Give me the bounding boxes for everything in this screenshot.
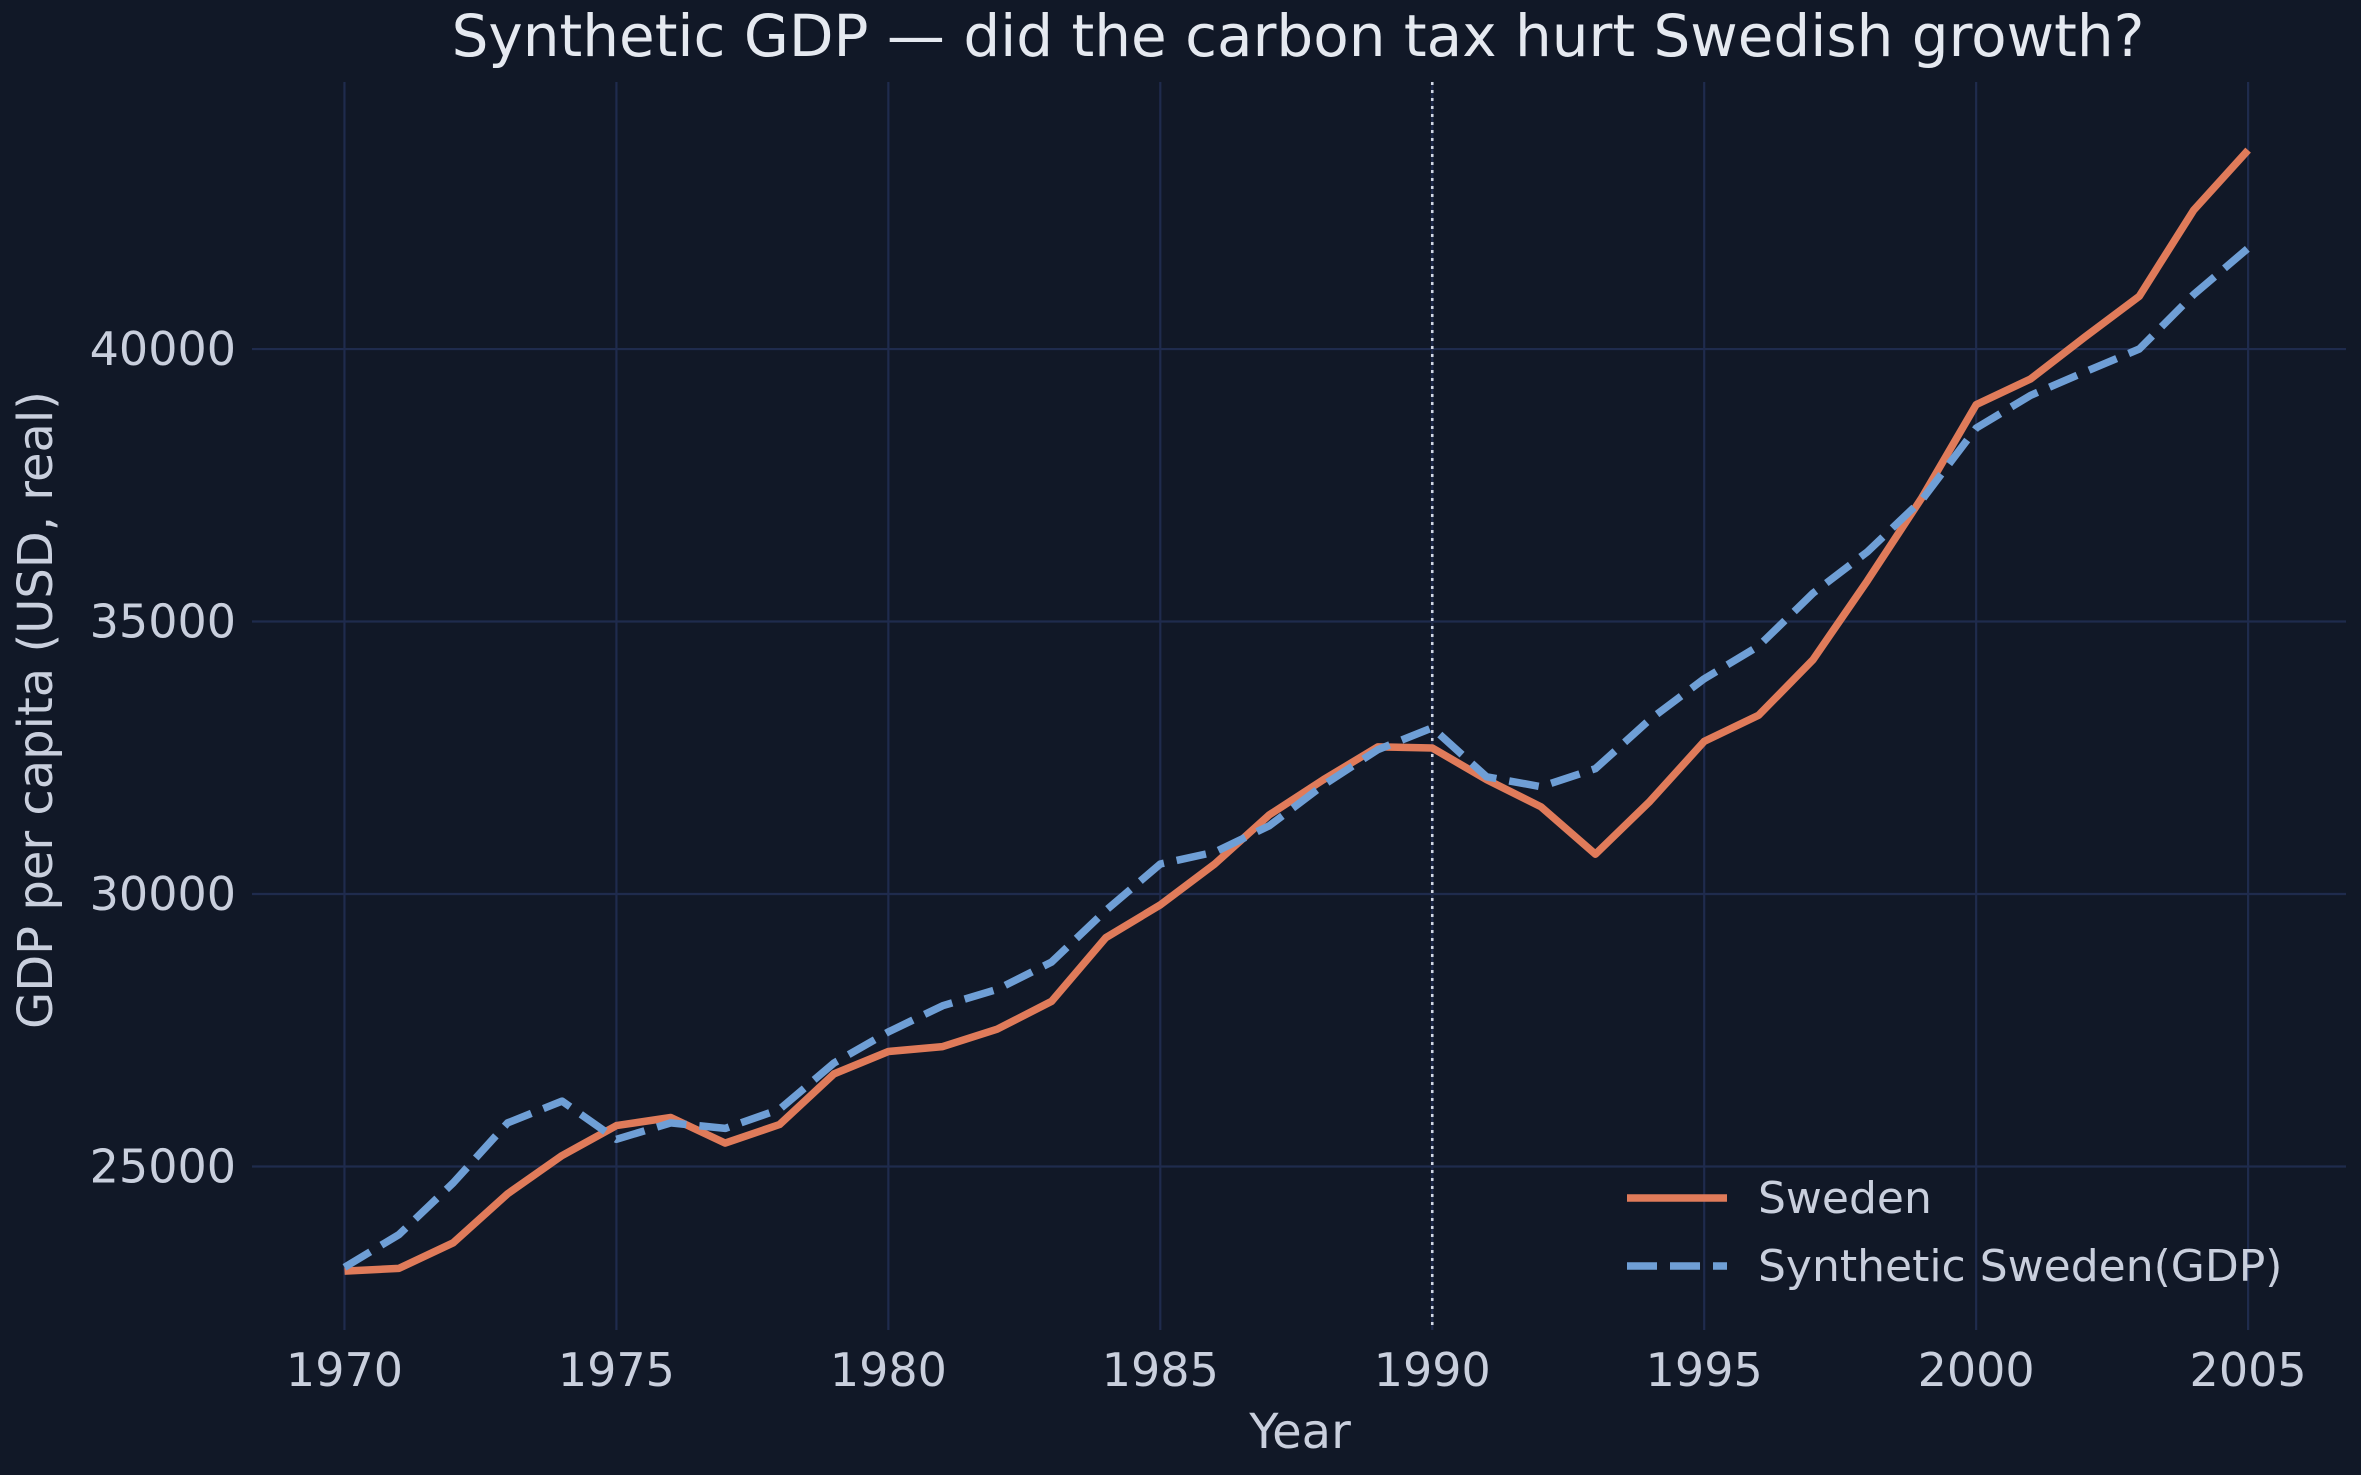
x-tick-label: 1980 — [830, 1343, 947, 1397]
x-tick-label: 1985 — [1102, 1343, 1219, 1397]
y-tick-label: 35000 — [90, 595, 236, 649]
x-tick-labels: 1970 1975 1980 1985 1990 1995 2000 2005 — [286, 1343, 2307, 1397]
series-layer — [342, 147, 2251, 1275]
x-tick-label: 2005 — [2190, 1343, 2307, 1397]
legend: Sweden Synthetic Sweden(GDP) — [1627, 1173, 2282, 1292]
legend-entry-label: Synthetic Sweden(GDP) — [1758, 1241, 2282, 1292]
y-tick-labels: 25000 30000 35000 40000 — [90, 322, 236, 1193]
y-tick-label: 25000 — [90, 1140, 236, 1194]
y-tick-label: 30000 — [90, 867, 236, 921]
x-tick-label: 1970 — [286, 1343, 403, 1397]
x-axis-label: Year — [1248, 1404, 1351, 1460]
y-axis-label: GDP per capita (USD, real) — [8, 391, 64, 1029]
x-tick-label: 1995 — [1646, 1343, 1763, 1397]
x-tick-label: 1990 — [1374, 1343, 1491, 1397]
grid-lines — [252, 82, 2346, 1330]
y-tick-label: 40000 — [90, 322, 236, 376]
chart-title: Synthetic GDP — did the carbon tax hurt … — [452, 2, 2145, 70]
series-line-synthetic-sweden — [342, 245, 2251, 1271]
legend-entry-label: Sweden — [1758, 1173, 1932, 1224]
x-tick-label: 1975 — [558, 1343, 675, 1397]
x-tick-label: 2000 — [1918, 1343, 2035, 1397]
